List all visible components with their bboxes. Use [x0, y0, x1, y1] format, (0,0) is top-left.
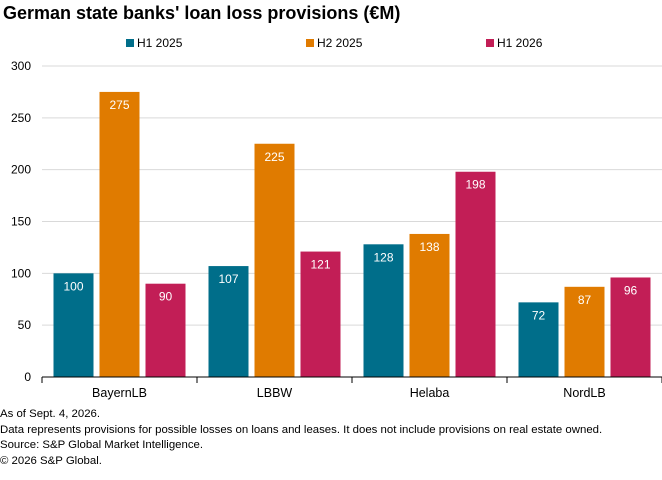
legend-label: H2 2025	[317, 36, 363, 50]
bar	[363, 244, 404, 377]
y-tick-label: 300	[11, 59, 31, 73]
legend-swatch	[306, 39, 314, 47]
bar	[254, 143, 295, 377]
data-label: 90	[159, 290, 173, 304]
x-tick-label: LBBW	[257, 386, 293, 400]
bar-series: 100 275 90 107 225 121 128 138 198 72 87 96	[53, 91, 651, 378]
legend-swatch	[486, 39, 494, 47]
y-tick-label: 50	[18, 318, 32, 332]
bar	[53, 273, 94, 377]
x-tick-label: NordLB	[563, 386, 605, 400]
x-tick-label: Helaba	[410, 386, 450, 400]
bar	[300, 251, 341, 377]
legend-swatch	[126, 39, 134, 47]
data-label: 87	[578, 293, 592, 307]
bar	[208, 266, 249, 377]
chart-title: German state banks' loan loss provisions…	[3, 3, 401, 23]
footnote-source: Source: S&P Global Market Intelligence.	[0, 439, 204, 452]
data-label: 275	[109, 98, 129, 112]
bar	[455, 171, 496, 377]
x-axis: BayernLB LBBW Helaba NordLB	[41, 376, 662, 400]
data-label: 72	[532, 308, 546, 322]
bar	[99, 91, 140, 378]
bar	[610, 277, 651, 377]
x-tick-label: BayernLB	[92, 386, 147, 400]
legend-label: H1 2025	[137, 36, 183, 50]
data-label: 100	[63, 279, 83, 293]
y-tick-label: 100	[11, 266, 31, 280]
footnote-date: As of Sept. 4, 2026.	[0, 408, 101, 420]
bar	[145, 283, 186, 377]
data-label: 128	[373, 250, 393, 264]
y-tick-label: 0	[24, 370, 31, 384]
footnotes: As of Sept. 4, 2026. Data represents pro…	[0, 407, 602, 470]
data-label: 107	[218, 272, 238, 286]
y-axis: 0 50 100 150 200 250 300	[11, 59, 31, 384]
data-label: 225	[264, 150, 284, 164]
footnote-description: Data represents provisions for possible …	[0, 423, 603, 436]
data-label: 96	[624, 283, 638, 297]
bar	[518, 302, 559, 377]
footnote-copyright: © 2026 S&P Global.	[0, 455, 102, 468]
legend: H1 2025 H2 2025 H1 2026	[126, 36, 543, 50]
data-label: 198	[465, 178, 485, 192]
bar	[564, 286, 605, 377]
bar	[409, 233, 450, 377]
data-label: 138	[419, 240, 439, 254]
legend-label: H1 2026	[497, 36, 543, 50]
data-label: 121	[310, 258, 330, 272]
gridlines	[42, 65, 662, 326]
y-tick-label: 250	[11, 111, 31, 125]
y-tick-label: 150	[11, 215, 31, 229]
y-tick-label: 200	[11, 163, 31, 177]
